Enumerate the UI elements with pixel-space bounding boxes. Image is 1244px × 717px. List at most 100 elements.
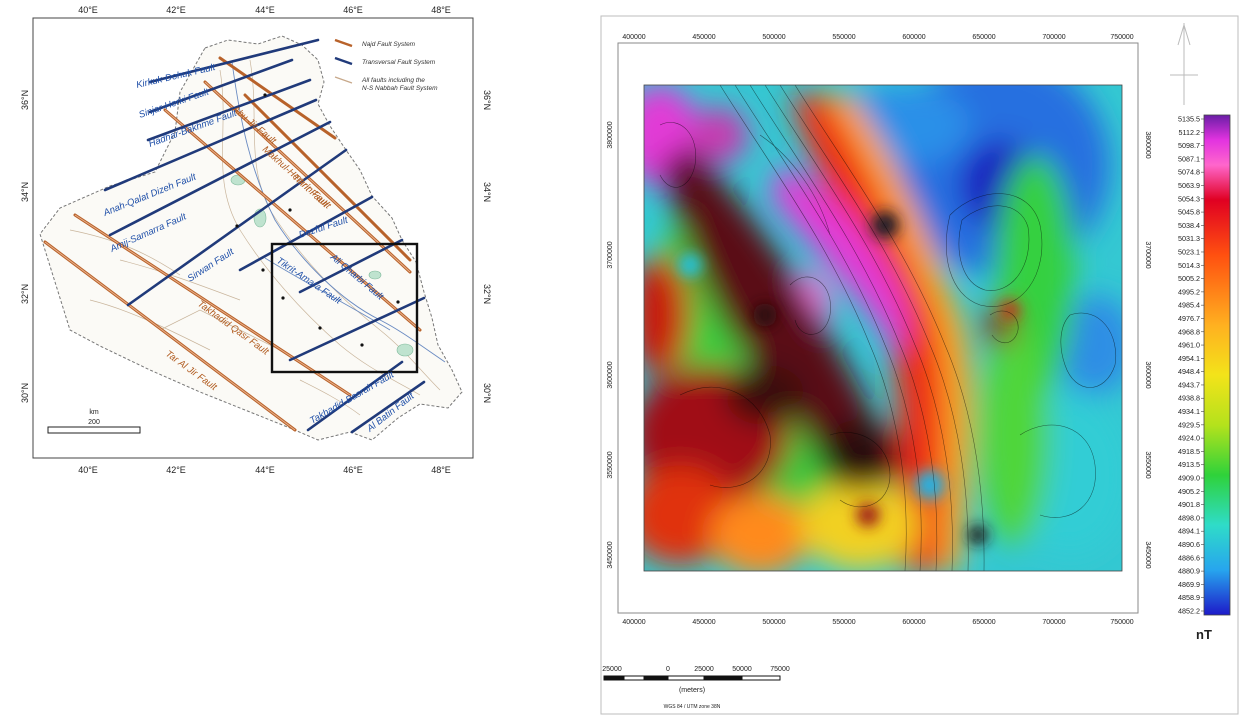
lon-ticks-bottom: 40°E 42°E 44°E 46°E 48°E	[78, 465, 451, 475]
colorbar-label: 4909.0	[1178, 474, 1200, 483]
colorbar-label: 5023.1	[1178, 247, 1200, 256]
lat-ticks-left: 36°N 34°N 32°N 30°N	[20, 90, 30, 403]
y-ticks-left: 3800000 3700000 3600000 3550000 3450000	[607, 121, 614, 568]
colorbar-label: 5087.1	[1178, 154, 1200, 163]
colorbar-label: 4976.7	[1178, 314, 1200, 323]
colorbar-label: 4985.4	[1178, 301, 1200, 310]
lat-tick: 34°N	[20, 182, 30, 202]
legend-label: N-S Nabbah Fault System	[362, 85, 438, 92]
legend-label: Transversal Fault System	[362, 59, 436, 66]
y-tick: 3450000	[1144, 541, 1151, 568]
scale-unit: km	[89, 409, 99, 416]
x-tick: 700000	[1042, 34, 1065, 41]
y-tick: 3450000	[607, 541, 614, 568]
lon-tick: 48°E	[431, 465, 451, 475]
x-tick: 700000	[1042, 619, 1065, 626]
projection-caption: WGS 84 / UTM zone 38N	[664, 704, 721, 710]
x-tick: 750000	[1110, 619, 1133, 626]
legend-label: Najd Fault System	[362, 41, 416, 48]
scale-value: 200	[88, 419, 100, 426]
colorbar-label: 5074.8	[1178, 168, 1200, 177]
colorbar-label: 4869.9	[1178, 580, 1200, 589]
x-tick: 650000	[972, 34, 995, 41]
scale-label: 25000	[602, 666, 622, 673]
colorbar-label: 5063.9	[1178, 181, 1200, 190]
scale-label: 25000	[694, 666, 714, 673]
lat-tick: 32°N	[20, 284, 30, 304]
x-tick: 550000	[832, 34, 855, 41]
colorbar-label: 4858.9	[1178, 593, 1200, 602]
colorbar-label: 4938.8	[1178, 394, 1200, 403]
y-tick: 3550000	[1144, 451, 1151, 478]
x-tick: 650000	[972, 619, 995, 626]
x-tick: 450000	[692, 34, 715, 41]
lat-tick: 36°N	[482, 90, 492, 110]
lon-tick: 40°E	[78, 465, 98, 475]
x-tick: 550000	[832, 619, 855, 626]
colorbar-label: 4924.0	[1178, 434, 1200, 443]
colorbar-label: 4968.8	[1178, 327, 1200, 336]
colorbar-label: 5038.4	[1178, 221, 1200, 230]
colorbar: 5135.5 5112.2 5098.7 5087.1 5074.8 5063.9 5054…	[1178, 114, 1231, 642]
legend-swatch-all	[334, 76, 353, 84]
fault-legend: Najd Fault System Transversal Fault Syst…	[334, 38, 438, 92]
magnetic-anomaly-map: 400000 450000 500000 550000 600000 65000…	[600, 15, 1239, 715]
colorbar-ramp	[1203, 114, 1231, 616]
legend-swatch-transversal	[334, 56, 353, 66]
scale-unit: (meters)	[679, 687, 705, 694]
colorbar-label: 4961.0	[1178, 341, 1200, 350]
x-tick: 400000	[622, 619, 645, 626]
colorbar-label: 4905.2	[1178, 487, 1200, 496]
colorbar-label: 4901.8	[1178, 500, 1200, 509]
y-tick: 3600000	[607, 361, 614, 388]
y-tick: 3700000	[607, 241, 614, 268]
colorbar-label: 5135.5	[1178, 115, 1200, 124]
y-tick: 3800000	[607, 121, 614, 148]
legend-swatch-najd	[334, 38, 353, 48]
lon-tick: 40°E	[78, 5, 98, 15]
colorbar-label: 4948.4	[1178, 367, 1200, 376]
left-scale-bar: km 200	[47, 409, 141, 434]
lon-tick: 44°E	[255, 5, 275, 15]
colorbar-label: 4898.0	[1178, 513, 1200, 522]
y-tick: 3600000	[1144, 361, 1151, 388]
colorbar-label: 4934.1	[1178, 407, 1200, 416]
scale-label: 50000	[732, 666, 752, 673]
lat-tick: 36°N	[20, 90, 30, 110]
scale-label: 75000	[770, 666, 790, 673]
right-scale-bar: 25000 0 25000 50000 75000 (meters) WGS 8…	[602, 666, 790, 710]
colorbar-label: 5045.8	[1178, 208, 1200, 217]
north-arrow	[1170, 23, 1198, 105]
y-ticks-right: 3800000 3700000 3600000 3550000 3450000	[1144, 131, 1151, 568]
colorbar-label: 4918.5	[1178, 447, 1200, 456]
colorbar-label: 4890.6	[1178, 540, 1200, 549]
colorbar-label: 4886.6	[1178, 553, 1200, 562]
x-tick: 450000	[692, 619, 715, 626]
colorbar-label: 5005.2	[1178, 274, 1200, 283]
colorbar-label: 4852.2	[1178, 607, 1200, 616]
colorbar-label: 4995.2	[1178, 287, 1200, 296]
fault-map: 40°E 42°E 44°E 46°E 48°E 40°E 42°E 44°E …	[20, 5, 492, 475]
station-dots	[235, 93, 400, 347]
lon-ticks-top: 40°E 42°E 44°E 46°E 48°E	[78, 5, 451, 15]
colorbar-label: 4913.5	[1178, 460, 1200, 469]
rivers-blue	[231, 61, 446, 363]
lat-tick: 32°N	[482, 284, 492, 304]
transversal-faults	[103, 38, 426, 434]
lon-tick: 46°E	[343, 5, 363, 15]
study-area-box	[270, 242, 419, 374]
anomaly-raster	[644, 85, 1122, 571]
y-tick: 3800000	[1144, 131, 1151, 158]
raster-border	[643, 84, 1123, 572]
colorbar-labels: 5135.5 5112.2 5098.7 5087.1 5074.8 5063.9 5054…	[1178, 115, 1204, 616]
colorbar-label: 5014.3	[1178, 261, 1200, 270]
colorbar-label: 4894.1	[1178, 527, 1200, 536]
iraq-outline	[39, 35, 463, 441]
lon-tick: 42°E	[166, 5, 186, 15]
colorbar-label: 5054.3	[1178, 194, 1200, 203]
x-tick: 600000	[902, 619, 925, 626]
colorbar-label: 5112.2	[1179, 128, 1200, 137]
y-tick: 3550000	[607, 451, 614, 478]
lat-ticks-right: 36°N 34°N 32°N 30°N	[482, 90, 492, 403]
colorbar-label: 4943.7	[1178, 380, 1200, 389]
